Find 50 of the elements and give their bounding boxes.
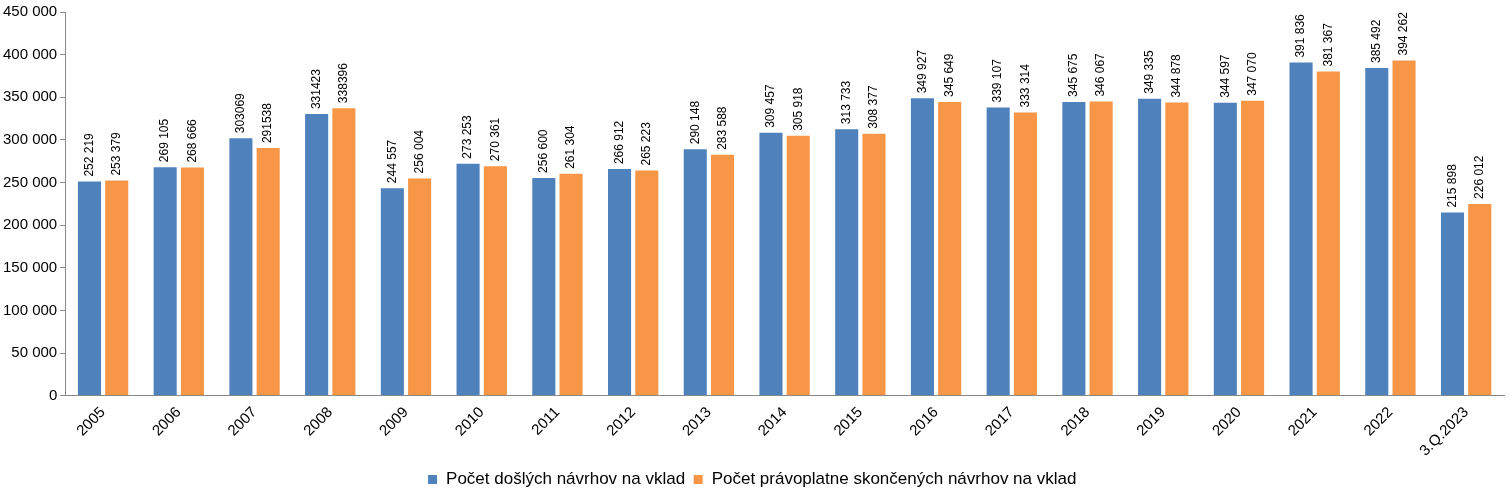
data-label: 291538 bbox=[260, 102, 275, 144]
y-tick-label: 200 000 bbox=[2, 215, 58, 233]
y-tick-label: 350 000 bbox=[2, 87, 58, 105]
data-label: 226 012 bbox=[1472, 155, 1487, 199]
y-tick-label: 50 000 bbox=[11, 343, 58, 361]
data-label: 269 105 bbox=[157, 118, 172, 163]
data-label: 381 367 bbox=[1320, 22, 1335, 67]
y-tick-label: 300 000 bbox=[2, 130, 58, 148]
legend-label: Počet právoplatne skončených návrhov na vklad bbox=[711, 469, 1077, 489]
data-label: 339 107 bbox=[990, 58, 1005, 103]
legend-label: Počet došlých návrhov na vklad bbox=[446, 469, 686, 489]
data-label: 391 836 bbox=[1293, 13, 1308, 58]
data-label: 344 878 bbox=[1169, 53, 1184, 98]
data-label: 261 304 bbox=[563, 125, 578, 169]
data-label: 244 557 bbox=[384, 139, 399, 184]
data-label: 333 314 bbox=[1017, 63, 1032, 108]
data-label: 268 666 bbox=[184, 118, 199, 163]
data-label: 349 335 bbox=[1141, 50, 1156, 94]
y-tick-label: 150 000 bbox=[2, 257, 58, 275]
y-tick-label: 400 000 bbox=[2, 44, 58, 62]
data-label: 256 600 bbox=[536, 129, 551, 173]
data-label: 308 377 bbox=[866, 85, 881, 129]
y-tick-label: 0 bbox=[48, 385, 58, 403]
data-label: 215 898 bbox=[1444, 163, 1459, 208]
data-label: 252 219 bbox=[81, 132, 96, 177]
data-label: 345 649 bbox=[942, 53, 956, 97]
data-label: 385 492 bbox=[1369, 19, 1384, 63]
data-label: 331423 bbox=[308, 68, 323, 110]
data-label: 253 379 bbox=[109, 131, 124, 176]
data-label: 283 588 bbox=[714, 106, 729, 150]
data-label: 270 361 bbox=[487, 117, 502, 162]
y-tick-label: 450 000 bbox=[2, 2, 58, 20]
data-label: 346 067 bbox=[1093, 52, 1108, 97]
data-label: 290 148 bbox=[687, 100, 702, 145]
y-tick-label: 250 000 bbox=[2, 172, 58, 190]
data-label: 265 223 bbox=[639, 121, 654, 166]
data-label: 305 918 bbox=[790, 87, 805, 131]
data-label: 266 912 bbox=[611, 120, 626, 165]
data-label: 344 597 bbox=[1217, 54, 1232, 98]
data-label: 309 457 bbox=[763, 84, 778, 128]
data-label: 394 262 bbox=[1396, 11, 1411, 56]
data-label: 347 070 bbox=[1244, 52, 1259, 96]
data-label: 349 927 bbox=[914, 49, 929, 94]
data-label: 338396 bbox=[336, 62, 351, 104]
data-label: 303069 bbox=[233, 92, 248, 134]
data-label: 313 733 bbox=[839, 80, 854, 125]
data-label: 256 004 bbox=[411, 129, 426, 174]
data-label: 273 253 bbox=[460, 114, 475, 159]
data-label: 345 675 bbox=[1066, 53, 1081, 97]
y-tick-label: 100 000 bbox=[2, 300, 58, 318]
